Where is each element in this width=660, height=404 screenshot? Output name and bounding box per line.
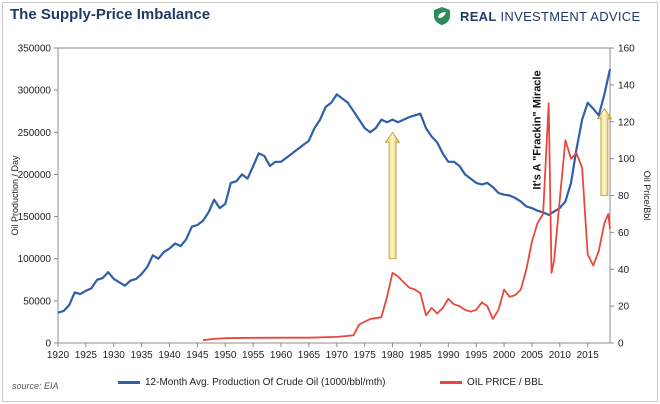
- brand-name: REAL INVESTMENT ADVICE: [460, 8, 641, 24]
- y-right-tick-label: 0: [618, 339, 624, 350]
- y-left-tick-label: 50000: [23, 296, 51, 307]
- source-note: source: EIA: [12, 381, 59, 391]
- y-left-tick-label: 350000: [18, 44, 52, 55]
- y-right-tick-label: 100: [618, 154, 635, 165]
- x-tick-label: 1920: [47, 350, 70, 361]
- x-tick-label: 1980: [381, 350, 404, 361]
- x-tick-label: 1970: [326, 350, 349, 361]
- shield-leaf-icon: [434, 7, 450, 25]
- y-left-tick-label: 150000: [18, 212, 52, 223]
- legend-item-price: OIL PRICE / BBL: [440, 377, 543, 388]
- x-tick-label: 1985: [409, 350, 432, 361]
- y-left-axis-title: Oil Production / Day: [10, 155, 20, 236]
- annotation-fracking-label: It's A "Frackin" Miracle: [531, 70, 543, 189]
- y-right-tick-label: 80: [618, 191, 630, 202]
- annotation-arrow: [596, 107, 613, 196]
- x-tick-label: 1930: [103, 350, 126, 361]
- legend-swatch-price: [440, 381, 462, 384]
- y-right-tick-label: 160: [618, 44, 635, 55]
- x-tick-label: 1925: [75, 350, 98, 361]
- x-tick-label: 2015: [577, 350, 600, 361]
- legend-swatch-production: [118, 381, 140, 384]
- x-tick-label: 1960: [270, 350, 293, 361]
- x-tick-label: 1940: [158, 350, 181, 361]
- x-tick-label: 1935: [131, 350, 154, 361]
- y-left-tick-label: 100000: [18, 254, 52, 265]
- y-right-tick-label: 20: [618, 302, 630, 313]
- x-tick-label: 1950: [214, 350, 237, 361]
- y-left-tick-label: 250000: [18, 128, 52, 139]
- legend-label-production: 12-Month Avg. Production Of Crude Oil (1…: [145, 377, 386, 388]
- series-line-production: [57, 68, 612, 314]
- x-tick-label: 1990: [437, 350, 460, 361]
- y-left-tick-label: 200000: [18, 170, 52, 181]
- brand-logo: REAL INVESTMENT ADVICE: [432, 5, 640, 27]
- chart-title: The Supply-Price Imbalance: [10, 6, 211, 23]
- y-right-tick-label: 120: [618, 117, 635, 128]
- plot-area: [57, 47, 611, 344]
- series-line-oil-price: [202, 102, 611, 342]
- annotation-arrow: [384, 131, 401, 260]
- x-tick-label: 2005: [521, 350, 544, 361]
- y-left-tick-label: 0: [45, 339, 51, 350]
- x-tick-label: 1945: [186, 350, 209, 361]
- y-left-tick-label: 300000: [18, 86, 52, 97]
- x-tick-label: 2010: [549, 350, 572, 361]
- y-right-tick-label: 60: [618, 228, 630, 239]
- x-tick-label: 1995: [465, 350, 488, 361]
- y-right-axis-title: Oil Price/Bbl: [642, 171, 652, 221]
- x-tick-label: 1975: [354, 350, 377, 361]
- x-tick-label: 2000: [493, 350, 516, 361]
- legend-item-production: 12-Month Avg. Production Of Crude Oil (1…: [118, 377, 386, 388]
- y-right-tick-label: 40: [618, 265, 630, 276]
- x-tick-label: 1955: [242, 350, 265, 361]
- x-tick-label: 1965: [298, 350, 321, 361]
- y-right-tick-label: 140: [618, 80, 635, 91]
- legend-label-price: OIL PRICE / BBL: [467, 377, 544, 388]
